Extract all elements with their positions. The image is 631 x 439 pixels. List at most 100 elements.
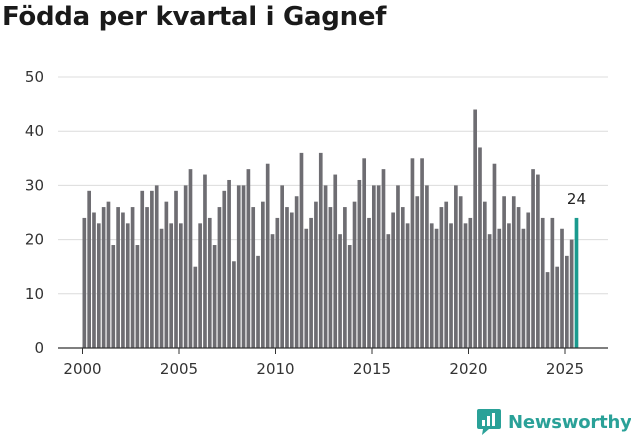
bar — [265, 163, 270, 348]
newsworthy-logo-icon — [477, 409, 501, 435]
bar — [555, 266, 560, 348]
bar — [241, 185, 246, 348]
bar — [569, 239, 574, 348]
y-tick-label: 40 — [25, 122, 44, 140]
bar — [135, 245, 140, 348]
bar — [492, 163, 497, 348]
bar — [82, 217, 87, 348]
bar — [198, 223, 202, 348]
newsworthy-brand[interactable]: Newsworthy — [476, 408, 631, 436]
bar — [318, 152, 323, 348]
bar — [458, 196, 463, 348]
bar — [507, 223, 511, 348]
bar — [420, 158, 424, 348]
bar — [511, 196, 516, 348]
bar — [478, 147, 482, 348]
bar — [246, 169, 251, 348]
bar — [183, 185, 188, 348]
bar — [367, 217, 371, 348]
bar — [299, 152, 304, 348]
y-tick-label: 10 — [25, 285, 44, 303]
bar — [497, 228, 502, 348]
bar — [376, 185, 381, 348]
bar — [179, 223, 183, 348]
bar — [347, 245, 352, 348]
bar — [449, 223, 453, 348]
bar — [280, 185, 284, 348]
y-tick-label: 0 — [34, 339, 44, 357]
x-tick-label: 2005 — [160, 360, 198, 378]
x-tick-label: 2020 — [449, 360, 487, 378]
bar — [425, 185, 429, 348]
y-tick-label: 50 — [25, 68, 44, 86]
grid-lines — [58, 76, 608, 295]
x-tick-label: 2025 — [546, 360, 584, 378]
bar — [256, 255, 260, 348]
bar — [222, 190, 227, 348]
bar — [261, 201, 265, 348]
bar — [444, 201, 449, 348]
bar — [550, 217, 555, 348]
bar — [217, 207, 222, 348]
bar — [487, 234, 492, 348]
bar — [193, 266, 198, 348]
bar — [275, 217, 280, 348]
bar — [468, 217, 473, 348]
bar — [309, 217, 313, 348]
bar — [251, 207, 256, 348]
bar — [116, 207, 120, 348]
bar — [106, 201, 111, 348]
bar — [203, 174, 207, 348]
bar — [454, 185, 458, 348]
bar — [540, 217, 545, 348]
bar — [227, 179, 231, 348]
bar — [140, 190, 145, 348]
x-axis — [58, 347, 608, 354]
bar — [232, 261, 236, 348]
bar — [159, 228, 164, 348]
bar — [372, 185, 376, 348]
bar — [536, 174, 540, 348]
bar — [289, 212, 294, 348]
bar — [130, 207, 135, 348]
bar — [526, 212, 531, 348]
bar — [473, 109, 477, 349]
bar — [396, 185, 400, 348]
bar — [328, 207, 333, 348]
bar — [391, 212, 395, 348]
bar — [145, 207, 149, 348]
bar — [101, 207, 106, 348]
bar — [415, 196, 420, 348]
bar — [294, 196, 299, 348]
bar — [381, 169, 386, 348]
bar — [333, 174, 338, 348]
bar — [357, 179, 362, 348]
bar — [560, 228, 564, 348]
bar — [96, 223, 101, 348]
bar — [323, 185, 328, 348]
chart-title: Födda per kvartal i Gagnef — [2, 2, 387, 32]
bar — [285, 207, 289, 348]
bar — [87, 190, 91, 348]
bar — [121, 212, 125, 348]
bar — [545, 272, 550, 348]
bar — [362, 158, 367, 348]
bar — [125, 223, 130, 348]
bar — [463, 223, 468, 348]
bar — [502, 196, 506, 348]
x-tick-label: 2010 — [256, 360, 294, 378]
axis-labels: 0 10 20 30 40 50 24 2000 2005 2010 2015 2020 2025 — [25, 68, 586, 378]
bar — [150, 190, 154, 348]
bar — [352, 201, 357, 348]
bar-latest — [574, 217, 579, 348]
bar — [164, 201, 169, 348]
x-tick-label: 2015 — [353, 360, 391, 378]
bar — [400, 207, 405, 348]
bar — [236, 185, 241, 348]
bar — [212, 245, 217, 348]
bar — [386, 234, 391, 348]
bar — [304, 228, 309, 348]
bar — [565, 255, 569, 348]
bar — [405, 223, 410, 348]
